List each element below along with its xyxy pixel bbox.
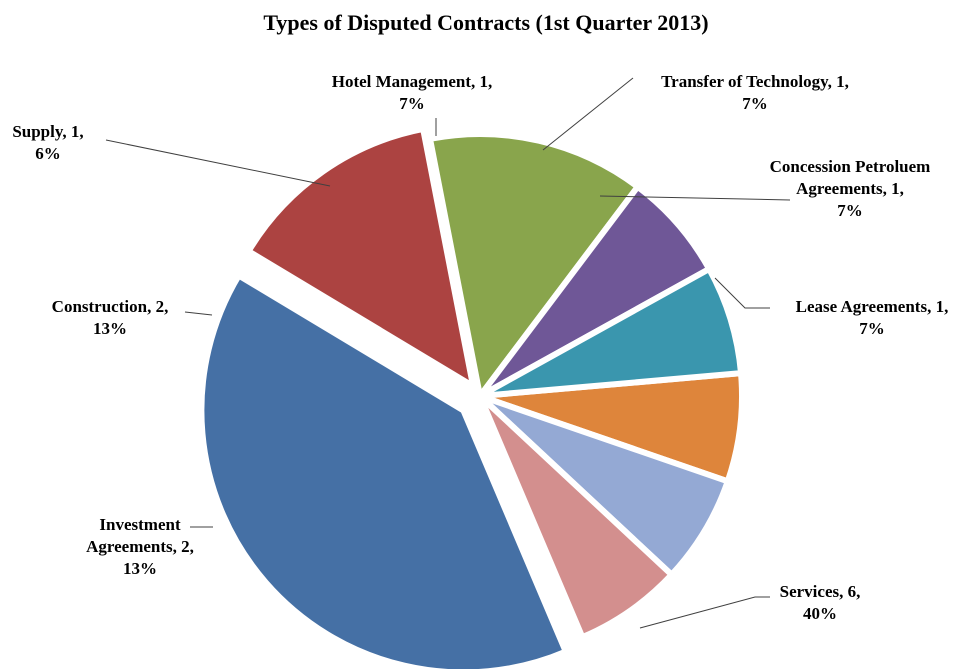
data-label-line: Agreements, 1,	[796, 179, 904, 198]
pie-slice-lease-agreements	[477, 393, 675, 641]
data-label: Transfer of Technology, 1, 7%	[661, 72, 849, 113]
data-label: Investment Agreements, 2, 13%	[86, 515, 194, 578]
data-label-line: 7%	[399, 94, 425, 113]
leader-line	[105, 139, 331, 187]
data-label-line: Services, 6,	[780, 582, 861, 601]
data-label-line: 7%	[742, 94, 768, 113]
data-label: Hotel Management, 1, 7%	[332, 72, 493, 113]
leader-line	[714, 277, 770, 309]
data-label-line: Construction, 2,	[52, 297, 169, 316]
leader-line	[639, 596, 770, 629]
pie-slice-investment-agreements	[245, 125, 477, 390]
pie-slice-construction	[427, 131, 641, 399]
leader-line	[599, 195, 791, 201]
leader-line	[542, 77, 634, 151]
data-label-line: Concession Petroluem	[770, 157, 931, 176]
data-label-line: 40%	[803, 604, 837, 623]
data-label-line: Supply, 1,	[12, 122, 83, 141]
data-label-line: 7%	[837, 201, 863, 220]
data-label-line: Agreements, 2,	[86, 537, 194, 556]
data-label-line: 7%	[859, 319, 885, 338]
data-label-line: 6%	[35, 144, 61, 163]
data-label-line: Lease Agreements, 1,	[796, 297, 949, 316]
data-label-line: 13%	[93, 319, 127, 338]
chart-title: Types of Disputed Contracts (1st Quarter…	[263, 10, 709, 35]
data-label: Concession Petroluem Agreements, 1, 7%	[770, 157, 931, 220]
data-label: Construction, 2, 13%	[52, 297, 169, 338]
data-label: Supply, 1, 6%	[12, 122, 83, 163]
data-label-line: Transfer of Technology, 1,	[661, 72, 849, 91]
pie-slice-services	[198, 272, 569, 669]
data-label: Services, 6, 40%	[780, 582, 861, 623]
data-label-line: 13%	[123, 559, 157, 578]
data-label: Lease Agreements, 1, 7%	[796, 297, 949, 338]
pie-slice-hotel-management	[477, 265, 745, 399]
data-label-line: Hotel Management, 1,	[332, 72, 493, 91]
leader-line	[184, 311, 213, 316]
data-label-line: Investment	[99, 515, 181, 534]
